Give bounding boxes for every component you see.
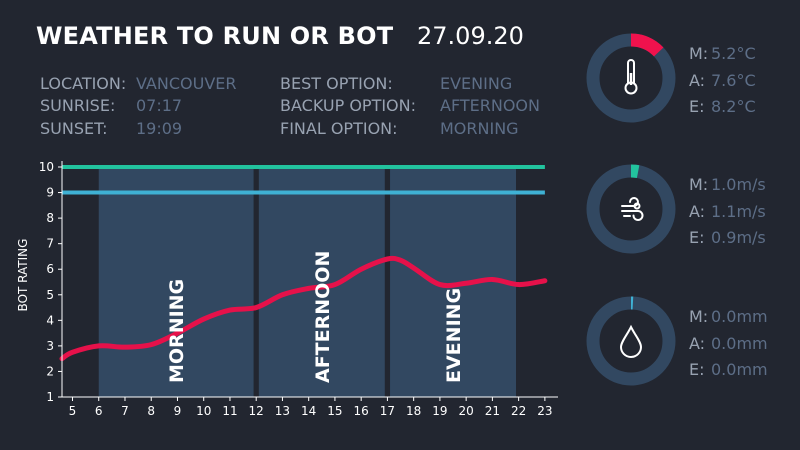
band-label-afternoon: AFTERNOON [312, 251, 334, 383]
x-tick-label: 6 [95, 404, 103, 418]
x-tick-label: 17 [380, 404, 395, 418]
y-tick-label: 6 [46, 262, 54, 276]
x-tick-label: 13 [275, 404, 290, 418]
x-tick-label: 21 [485, 404, 500, 418]
band-label-morning: MORNING [166, 279, 188, 383]
band-label-evening: EVENING [443, 288, 465, 383]
y-axis-label: BOT RATING [16, 239, 30, 312]
y-tick-label: 10 [39, 160, 54, 174]
page-title: WEATHER TO RUN OR BOT [36, 22, 394, 50]
temperature-stats: M: 5.2°C A: 7.6°C E: 8.2°C [689, 41, 756, 121]
y-tick-label: 7 [46, 237, 54, 251]
sunset-value: 19:09 [136, 119, 183, 138]
stat-label: A: [689, 70, 706, 90]
y-tick-label: 8 [46, 211, 54, 225]
stat-label: E: [689, 228, 705, 247]
backup-option-label: BACKUP OPTION: [280, 96, 417, 115]
x-tick-label: 16 [354, 404, 369, 418]
y-tick-label: 5 [46, 288, 54, 302]
stat-value: 0.0mm [711, 333, 768, 353]
temperature-gauge [586, 33, 676, 123]
x-tick-label: 7 [121, 404, 129, 418]
best-option-label: BEST OPTION: [280, 74, 393, 93]
y-tick-label: 3 [46, 339, 54, 353]
wind-stats: M: 1.0m/s A: 1.1m/s E: 0.9m/s [689, 172, 766, 252]
x-tick-label: 11 [222, 404, 237, 418]
bot-rating-line [59, 255, 548, 362]
x-tick-label: 12 [249, 404, 264, 418]
final-option-label: FINAL OPTION: [280, 119, 398, 138]
backup-option-value: AFTERNOON [440, 96, 540, 115]
stat-label: E: [689, 360, 705, 379]
stat-value: 1.1m/s [711, 201, 766, 221]
report-date: 27.09.20 [417, 22, 524, 50]
x-tick-label: 14 [301, 404, 316, 418]
stat-label: M: [689, 307, 709, 326]
rain-stats: M: 0.0mm A: 0.0mm E: 0.0mm [689, 304, 768, 384]
x-tick-label: 19 [432, 404, 447, 418]
sunset-label: SUNSET: [40, 119, 108, 138]
thermometer-icon [624, 59, 638, 95]
raindrop-icon [619, 324, 643, 358]
stat-value: 1.0m/s [711, 175, 766, 194]
stat-label: M: [689, 44, 709, 63]
stat-value: 8.2°C [711, 97, 756, 116]
stat-value: 0.9m/s [711, 228, 766, 247]
x-tick-label: 23 [537, 404, 552, 418]
rain-gauge [586, 296, 676, 386]
wind-gauge [586, 164, 676, 254]
best-option-value: EVENING [440, 74, 513, 93]
x-tick-label: 9 [174, 404, 182, 418]
y-tick-label: 4 [46, 313, 54, 327]
gauge-track [586, 164, 676, 254]
y-tick-label: 9 [46, 186, 54, 200]
band-morning [98, 167, 254, 397]
x-tick-label: 20 [459, 404, 474, 418]
location-label: LOCATION: [40, 74, 127, 93]
y-tick-label: 1 [46, 390, 54, 404]
stat-value: 5.2°C [711, 44, 756, 63]
stat-label: A: [689, 201, 706, 221]
sunrise-value: 07:17 [136, 96, 183, 115]
stat-value: 0.0mm [711, 307, 768, 326]
y-tick-label: 2 [46, 364, 54, 378]
x-tick-label: 15 [327, 404, 342, 418]
gauge-track [586, 296, 676, 386]
stat-value: 7.6°C [711, 70, 756, 90]
band-afternoon [258, 167, 385, 397]
location-value: VANCOUVER [136, 74, 237, 93]
x-tick-label: 10 [196, 404, 211, 418]
bot-rating-chart: 5 6 7 8 9 10 11 12 13 14 15 16 17 18 19 20 21 22 231234567… [16, 160, 558, 418]
x-tick-label: 18 [406, 404, 421, 418]
gauge-arc [630, 33, 664, 57]
x-tick-label: 8 [147, 404, 155, 418]
sunrise-label: SUNRISE: [40, 96, 116, 115]
x-tick-label: 5 [69, 404, 77, 418]
stat-label: E: [689, 97, 705, 116]
wind-icon [621, 197, 644, 221]
stat-label: A: [689, 333, 706, 353]
stat-value: 0.0mm [711, 360, 768, 379]
final-option-value: MORNING [440, 119, 519, 138]
gauge-arc [630, 164, 640, 179]
x-tick-label: 22 [511, 404, 526, 418]
stat-label: M: [689, 175, 709, 194]
